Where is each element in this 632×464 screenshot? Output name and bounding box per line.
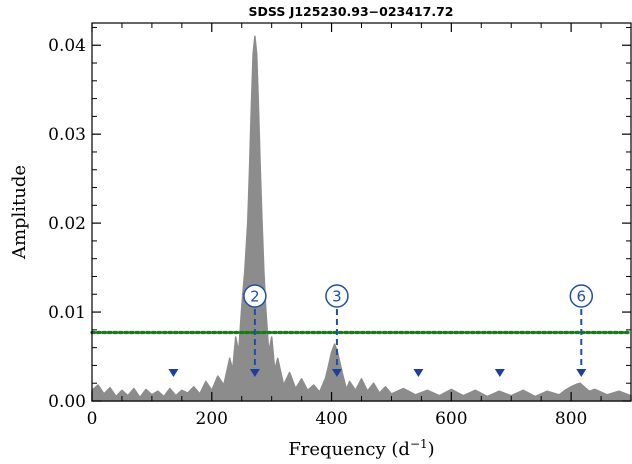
axis-ticks: 0 200 400 600 800 0.00 0.01 0.02 0.03 0.04 [48,23,631,429]
peak-label-circle [569,284,594,308]
alias-marker [413,369,424,377]
plot-frame [91,22,632,402]
y-tick-label: 0.03 [48,125,86,145]
y-tick-label: 0.04 [48,36,86,56]
chart-title: SDSS J125230.93−023417.72 [249,4,454,19]
y-axis-title: Amplitude [9,165,30,260]
x-axis-title-exponent: −1 [410,437,428,451]
x-axis-title-main: Frequency (d [288,439,410,460]
alias-marker [168,369,179,377]
alias-marker [494,369,505,377]
x-tick-label: 600 [435,409,467,429]
y-tick-label: 0.00 [48,392,86,412]
peak-label-text: 3 [332,288,342,306]
x-axis-title: Frequency (d−1) [288,437,434,460]
periodogram-series-0 [91,35,632,402]
y-tick-label: 0.01 [48,303,86,323]
x-tick-label: 400 [315,409,347,429]
y-tick-label: 0.02 [48,214,86,234]
peak-label-circle [243,284,267,308]
x-axis-title-close: ) [428,439,435,460]
series-layer [91,35,632,402]
peak-labels: 2 3 6 [243,284,594,369]
x-tick-label: 200 [196,409,228,429]
alias-marker [576,369,587,377]
peak-label-2: 2 [243,284,267,369]
peak-label-6: 6 [569,284,594,369]
peak-label-3: 3 [325,284,349,369]
alias-marker [249,369,260,377]
peak-label-text: 2 [250,288,260,306]
x-tick-label: 0 [87,409,98,429]
peak-label-circle [325,284,349,308]
alias-markers [168,369,587,377]
alias-marker [331,369,342,377]
peak-label-text: 6 [577,288,587,306]
x-tick-label: 800 [555,409,587,429]
